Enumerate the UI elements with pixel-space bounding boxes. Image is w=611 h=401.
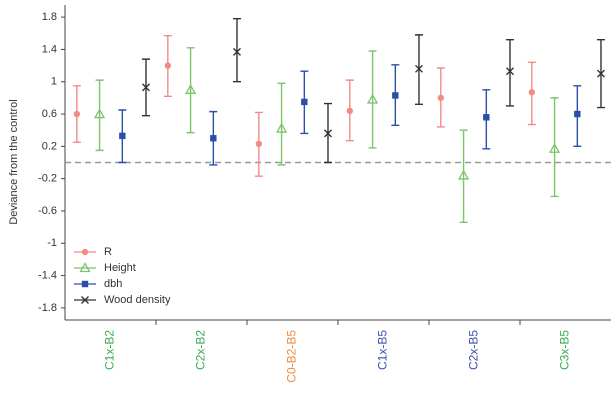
point [301, 98, 308, 106]
point [483, 114, 490, 121]
point [184, 83, 197, 94]
legend-label: R [104, 246, 112, 258]
point [346, 107, 354, 115]
legend-marker [81, 280, 89, 288]
error-bar [95, 79, 104, 152]
point [141, 83, 150, 92]
point [457, 169, 470, 180]
x-tick-label: C1x-B5 [376, 330, 390, 370]
legend-label: dbh [104, 278, 122, 290]
error-bar [232, 18, 241, 83]
point [164, 62, 172, 69]
y-tick-label: 1.4 [42, 43, 57, 55]
point [255, 140, 263, 148]
y-tick-label: 0.2 [42, 140, 57, 152]
point [93, 108, 106, 119]
point [437, 94, 445, 102]
legend-marker [81, 296, 89, 304]
point [392, 92, 399, 99]
error-bar [505, 39, 514, 107]
legend-label: Wood density [104, 294, 171, 306]
y-tick-label: -1.4 [38, 269, 57, 281]
x-tick-label: C3x-B5 [558, 330, 572, 370]
point [366, 93, 379, 104]
point [119, 132, 126, 140]
point [275, 122, 288, 133]
point [505, 67, 514, 76]
y-tick-label: 1.8 [42, 11, 57, 23]
point [574, 110, 581, 118]
y-tick-label: 0.6 [42, 108, 57, 120]
legend-label: Height [104, 262, 136, 274]
point [596, 69, 605, 78]
point [548, 142, 561, 153]
point [210, 135, 217, 142]
x-tick-label: C1x-B2 [103, 330, 117, 370]
legend: R Height dbh Wood density [74, 246, 171, 306]
point [528, 89, 536, 96]
x-tick-label: C0-B2-B5 [285, 330, 299, 383]
legend-marker [81, 248, 89, 256]
error-bar [186, 47, 195, 134]
x-tick-label: C2x-B5 [467, 330, 481, 370]
error-bar [459, 129, 468, 223]
point [414, 64, 423, 73]
point [323, 129, 332, 138]
x-tick-label: C2x-B2 [194, 330, 208, 370]
y-tick-label: -0.6 [38, 205, 57, 217]
error-bar [550, 97, 559, 198]
legend-marker [79, 262, 91, 273]
y-axis-label: Deviance from the control [8, 99, 20, 224]
y-tick-label: -0.2 [38, 173, 57, 185]
point [73, 110, 81, 118]
y-tick-label: -1.8 [38, 302, 57, 314]
error-bar [368, 50, 377, 149]
point [232, 47, 241, 56]
y-tick-label: -1 [47, 237, 57, 249]
y-tick-label: 1 [51, 76, 57, 88]
